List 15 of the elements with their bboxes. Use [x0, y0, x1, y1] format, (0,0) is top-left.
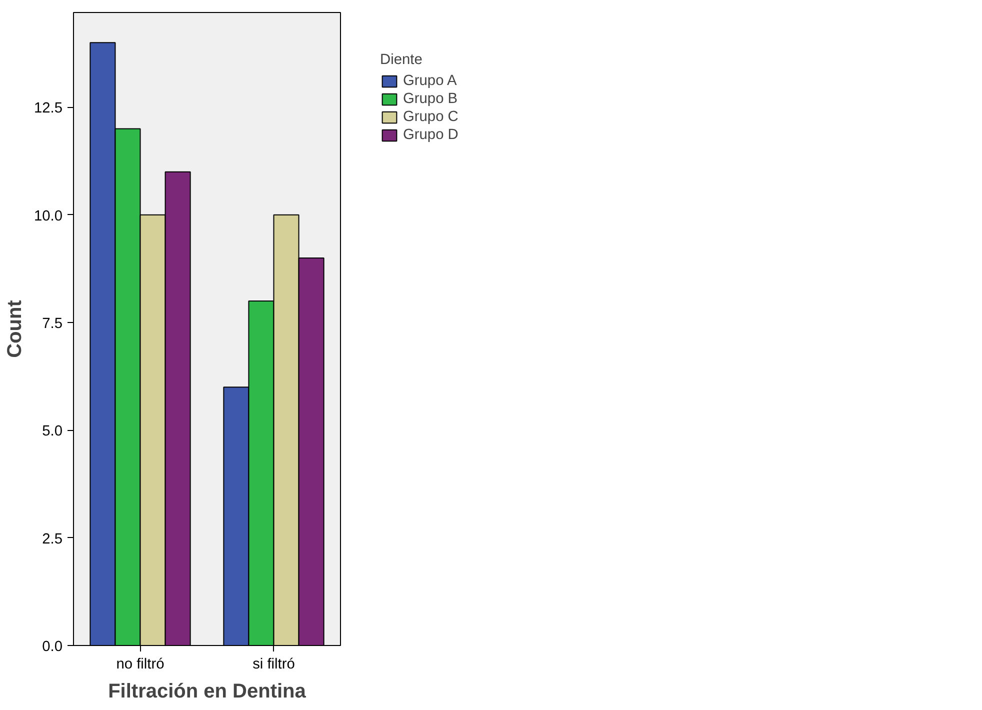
legend-label: Grupo D: [403, 127, 458, 143]
x-axis-title: Filtración en Dentina: [108, 680, 307, 702]
y-tick-label: 7.5: [42, 316, 62, 332]
legend-title: Diente: [380, 52, 424, 68]
y-tick-label: 5.0: [42, 424, 62, 440]
legend-label: Grupo C: [403, 109, 458, 125]
x-tick-label: si filtró: [252, 656, 295, 672]
y-tick-label: 10.0: [34, 208, 63, 224]
legend-label: Grupo A: [403, 73, 457, 89]
y-axis-title: Count: [4, 300, 26, 358]
x-tick-label: no filtró: [116, 656, 164, 672]
y-tick-label: 2.5: [42, 531, 62, 548]
y-tick-label: 12.5: [34, 100, 63, 117]
y-tick-label: 0.0: [42, 639, 62, 655]
legend-label: Grupo B: [403, 91, 458, 107]
